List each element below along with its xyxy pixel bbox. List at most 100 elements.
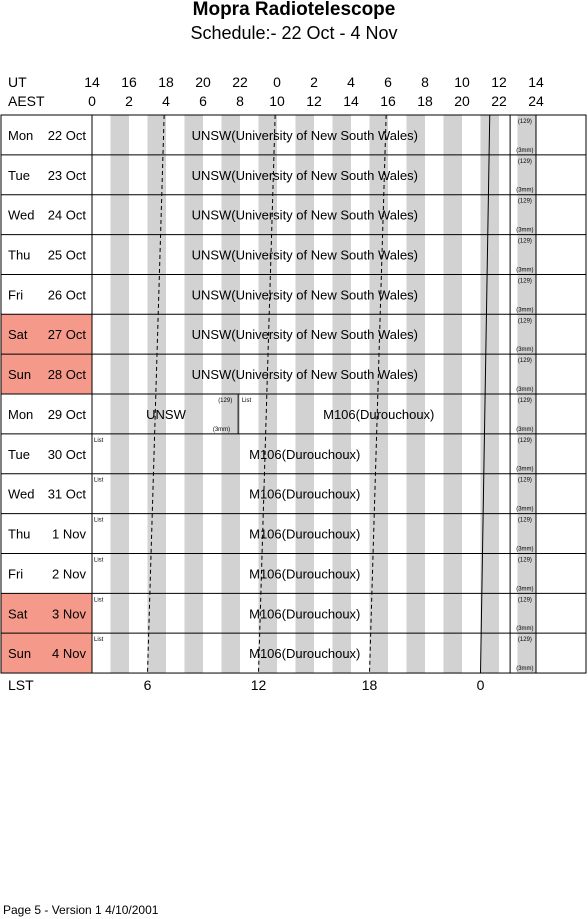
receiver-3mm-label: (3mm): [516, 347, 533, 353]
ut-tick-label: 16: [121, 74, 137, 90]
project-m106-label: M106(Durouchoux): [249, 487, 360, 502]
list-label: List: [94, 518, 104, 524]
day-of-week-label: Fri: [8, 287, 23, 302]
project-unsw-label: UNSW(University of New South Wales): [192, 287, 418, 302]
receiver-3mm-label: (3mm): [516, 188, 533, 194]
date-label: 24 Oct: [48, 208, 87, 223]
ut-tick-label: 18: [158, 74, 174, 90]
ut-tick-label: 4: [347, 74, 355, 90]
day-of-week-label: Sat: [8, 327, 28, 342]
aest-tick-label: 2: [125, 93, 133, 109]
ut-tick-label: 14: [528, 74, 544, 90]
receiver-129-label: (129): [518, 637, 532, 643]
day-of-week-label: Thu: [8, 527, 30, 542]
lst-tick-label: 0: [476, 677, 485, 693]
list-label: List: [94, 597, 104, 603]
receiver-129-label: (129): [518, 318, 532, 324]
date-label: 29 Oct: [48, 407, 87, 422]
day-of-week-label: Sun: [8, 367, 31, 382]
receiver-3mm-label: (3mm): [516, 626, 533, 632]
project-m106-label: M106(Durouchoux): [249, 447, 360, 462]
receiver-3mm-label: (3mm): [516, 267, 533, 273]
aest-tick-label: 16: [380, 93, 396, 109]
day-of-week-label: Tue: [8, 447, 30, 462]
date-label: 25 Oct: [48, 248, 87, 263]
date-label: 31 Oct: [48, 487, 87, 502]
receiver-129-label: (129): [518, 239, 532, 245]
date-label: 28 Oct: [48, 367, 87, 382]
ut-tick-label: 10: [454, 74, 470, 90]
date-label: 1 Nov: [52, 527, 86, 542]
lst-tick-label: 12: [250, 677, 267, 693]
aest-tick-label: 20: [454, 93, 470, 109]
project-m106-label: M106(Durouchoux): [249, 606, 360, 621]
receiver-129-label: (129): [518, 119, 532, 125]
project-m106-label: M106(Durouchoux): [323, 407, 434, 422]
project-unsw-label: UNSW(University of New South Wales): [192, 327, 418, 342]
aest-tick-label: 0: [88, 93, 96, 109]
project-unsw-label: UNSW(University of New South Wales): [192, 248, 418, 263]
project-unsw-label: UNSW(University of New South Wales): [192, 128, 418, 143]
receiver-129-label: (129): [518, 597, 532, 603]
receiver-3mm-label: (3mm): [516, 467, 533, 473]
date-label: 26 Oct: [48, 287, 87, 302]
list-label: List: [242, 398, 252, 404]
receiver-3mm-label: (3mm): [516, 228, 533, 234]
receiver-129-label: (129): [518, 159, 532, 165]
lst-axis-label: LST: [8, 677, 34, 693]
receiver-129-label: (129): [518, 199, 532, 205]
date-label: 2 Nov: [52, 566, 86, 581]
date-label: 27 Oct: [48, 327, 87, 342]
receiver-129-label: (129): [518, 358, 532, 364]
project-m106-label: M106(Durouchoux): [249, 646, 360, 661]
aest-tick-label: 12: [306, 93, 322, 109]
weekend-highlight: [1, 354, 92, 395]
ut-tick-label: 0: [273, 74, 281, 90]
aest-tick-label: 14: [343, 93, 359, 109]
receiver-129-label: (129): [518, 478, 532, 484]
day-of-week-label: Thu: [8, 248, 30, 263]
lst-tick-label: 6: [143, 677, 152, 693]
day-of-week-label: Tue: [8, 168, 30, 183]
day-of-week-label: Sat: [8, 606, 28, 621]
page-footer: Page 5 - Version 1 4/10/2001: [3, 903, 159, 917]
project-m106-label: M106(Durouchoux): [249, 566, 360, 581]
list-label: List: [94, 557, 104, 563]
day-of-week-label: Mon: [8, 128, 33, 143]
receiver-3mm-label: (3mm): [516, 427, 533, 433]
ut-tick-label: 22: [232, 74, 248, 90]
receiver-129-label: (129): [518, 398, 532, 404]
date-label: 30 Oct: [48, 447, 87, 462]
date-label: 22 Oct: [48, 128, 87, 143]
project-unsw-label: UNSW: [146, 407, 186, 422]
receiver-129-label: (129): [518, 278, 532, 284]
receiver-3mm-label: (3mm): [516, 586, 533, 592]
day-of-week-label: Wed: [8, 487, 35, 502]
lst-line: [369, 114, 387, 674]
receiver-129-label: (129): [518, 438, 532, 444]
aest-tick-label: 10: [269, 93, 285, 109]
ut-tick-label: 14: [84, 74, 100, 90]
project-unsw-label: UNSW(University of New South Wales): [192, 208, 418, 223]
receiver-3mm-label: (3mm): [213, 427, 230, 433]
project-m106-label: M106(Durouchoux): [249, 527, 360, 542]
weekend-highlight: [1, 633, 92, 674]
receiver-3mm-label: (3mm): [516, 546, 533, 552]
aest-tick-label: 22: [491, 93, 507, 109]
receiver-129-label: (129): [518, 518, 532, 524]
list-label: List: [94, 637, 104, 643]
lst-line: [147, 114, 165, 674]
ut-tick-label: 2: [310, 74, 318, 90]
lst-line: [480, 114, 491, 674]
receiver-3mm-label: (3mm): [516, 387, 533, 393]
aest-axis-label: AEST: [8, 93, 45, 109]
receiver-3mm-label: (3mm): [516, 666, 533, 672]
ut-tick-label: 12: [491, 74, 507, 90]
ut-tick-label: 8: [421, 74, 429, 90]
day-of-week-label: Fri: [8, 566, 23, 581]
aest-tick-label: 6: [199, 93, 207, 109]
aest-tick-label: 4: [162, 93, 170, 109]
aest-tick-label: 8: [236, 93, 244, 109]
date-label: 3 Nov: [52, 606, 86, 621]
aest-tick-label: 18: [417, 93, 433, 109]
